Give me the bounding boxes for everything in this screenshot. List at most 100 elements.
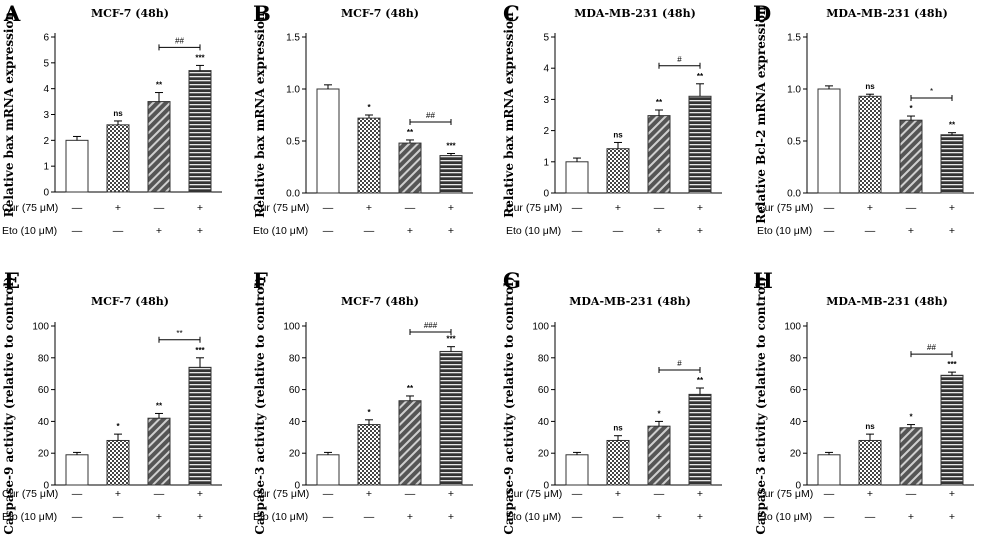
plus-mark: + — [697, 488, 703, 500]
bar — [398, 400, 422, 486]
significance-label: ** — [949, 121, 956, 130]
plus-mark: + — [697, 225, 703, 237]
minus-mark: — — [154, 488, 165, 500]
plus-mark: + — [366, 202, 372, 214]
plus-mark: + — [366, 488, 372, 500]
y-tick-label: 0.0 — [286, 189, 300, 200]
y-tick-label: 100 — [784, 322, 801, 333]
minus-mark: — — [613, 225, 624, 237]
plus-mark: + — [697, 202, 703, 214]
plus-mark: + — [949, 225, 955, 237]
comparison-label: ## — [175, 36, 184, 45]
plus-mark: + — [156, 511, 162, 523]
bar — [817, 88, 841, 194]
plus-mark: + — [697, 511, 703, 523]
bar — [858, 439, 882, 486]
condition-label-eto: Eto (10 μM) — [2, 225, 57, 237]
minus-mark: — — [654, 488, 665, 500]
bar — [65, 139, 89, 193]
condition-label-cur: Cur (75 μM) — [506, 202, 562, 214]
condition-label-cur: Cur (75 μM) — [2, 202, 58, 214]
condition-label-cur: Cur (75 μM) — [506, 488, 562, 500]
plus-mark: + — [156, 225, 162, 237]
y-axis-label: Relative bax mRNA expression — [253, 12, 267, 218]
plus-mark: + — [448, 511, 454, 523]
panel-letter: B — [253, 1, 271, 26]
y-tick-label: 20 — [38, 449, 50, 460]
bar — [147, 417, 171, 486]
significance-label: ns — [613, 424, 623, 433]
minus-mark: — — [364, 225, 375, 237]
y-tick-label: 1 — [543, 157, 549, 168]
chart-title: MCF-7 (48h) — [91, 295, 169, 308]
plus-mark: + — [448, 225, 454, 237]
bar — [316, 454, 340, 486]
condition-label-eto: Eto (10 μM) — [506, 511, 561, 523]
significance-label: * — [909, 104, 913, 113]
minus-mark: — — [72, 202, 83, 214]
significance-label: ** — [156, 401, 163, 410]
plus-mark: + — [407, 225, 413, 237]
plus-mark: + — [867, 202, 873, 214]
y-tick-label: 1.0 — [286, 85, 300, 96]
comparison-label: # — [677, 55, 682, 64]
plus-mark: + — [197, 488, 203, 500]
y-tick-label: 3 — [43, 110, 49, 121]
condition-label-eto: Eto (10 μM) — [757, 511, 812, 523]
significance-label: ** — [656, 98, 663, 107]
minus-mark: — — [323, 511, 334, 523]
plus-mark: + — [656, 225, 662, 237]
panel-a: A MCF-7 (48h) Relative bax mRNA expression… — [2, 1, 222, 237]
chart-title: MDA-MB-231 (48h) — [569, 295, 691, 308]
significance-label: ** — [697, 376, 704, 385]
condition-label-cur: Cur (75 μM) — [253, 488, 309, 500]
y-tick-label: 1.5 — [787, 33, 801, 44]
y-tick-label: 0.5 — [787, 137, 801, 148]
comparison-label: ## — [927, 343, 936, 352]
bar — [647, 425, 671, 486]
condition-label-cur: Cur (75 μM) — [2, 488, 58, 500]
bar — [899, 427, 923, 486]
y-tick-label: 0 — [543, 481, 549, 492]
panel-letter: C — [503, 1, 520, 26]
bar — [188, 366, 212, 486]
panel-letter: E — [4, 268, 20, 293]
condition-label-cur: Cur (75 μM) — [253, 202, 309, 214]
bar — [357, 424, 381, 486]
y-tick-label: 0 — [543, 189, 549, 200]
y-tick-label: 20 — [790, 449, 802, 460]
panel-letter: G — [503, 268, 521, 293]
minus-mark: — — [72, 225, 83, 237]
minus-mark: — — [865, 511, 876, 523]
y-tick-label: 5 — [543, 33, 549, 44]
condition-label-eto: Eto (10 μM) — [253, 511, 308, 523]
panel-letter: D — [753, 1, 771, 26]
plus-mark: + — [867, 488, 873, 500]
y-tick-label: 4 — [543, 64, 549, 75]
plus-mark: + — [949, 488, 955, 500]
y-tick-label: 60 — [38, 385, 50, 396]
significance-label: * — [657, 409, 661, 418]
y-tick-label: 3 — [543, 95, 549, 106]
chart-title: MCF-7 (48h) — [91, 7, 169, 20]
minus-mark: — — [654, 202, 665, 214]
significance-label: * — [367, 103, 371, 112]
bar — [940, 134, 964, 194]
plus-mark: + — [949, 202, 955, 214]
condition-label-eto: Eto (10 μM) — [757, 225, 812, 237]
significance-label: *** — [947, 360, 957, 369]
plus-mark: + — [197, 511, 203, 523]
panel-c: C MDA-MB-231 (48h) Relative bax mRNA expre… — [502, 1, 722, 237]
significance-label: *** — [195, 346, 205, 355]
minus-mark: — — [824, 511, 835, 523]
y-tick-label: 0 — [795, 481, 801, 492]
significance-label: * — [909, 413, 913, 422]
bar — [688, 95, 712, 194]
chart-title: MDA-MB-231 (48h) — [574, 7, 696, 20]
plus-mark: + — [615, 488, 621, 500]
y-axis-label: Caspase-3 activity (relative to control) — [253, 276, 267, 534]
minus-mark: — — [113, 511, 124, 523]
minus-mark: — — [72, 511, 83, 523]
bar — [565, 454, 589, 486]
